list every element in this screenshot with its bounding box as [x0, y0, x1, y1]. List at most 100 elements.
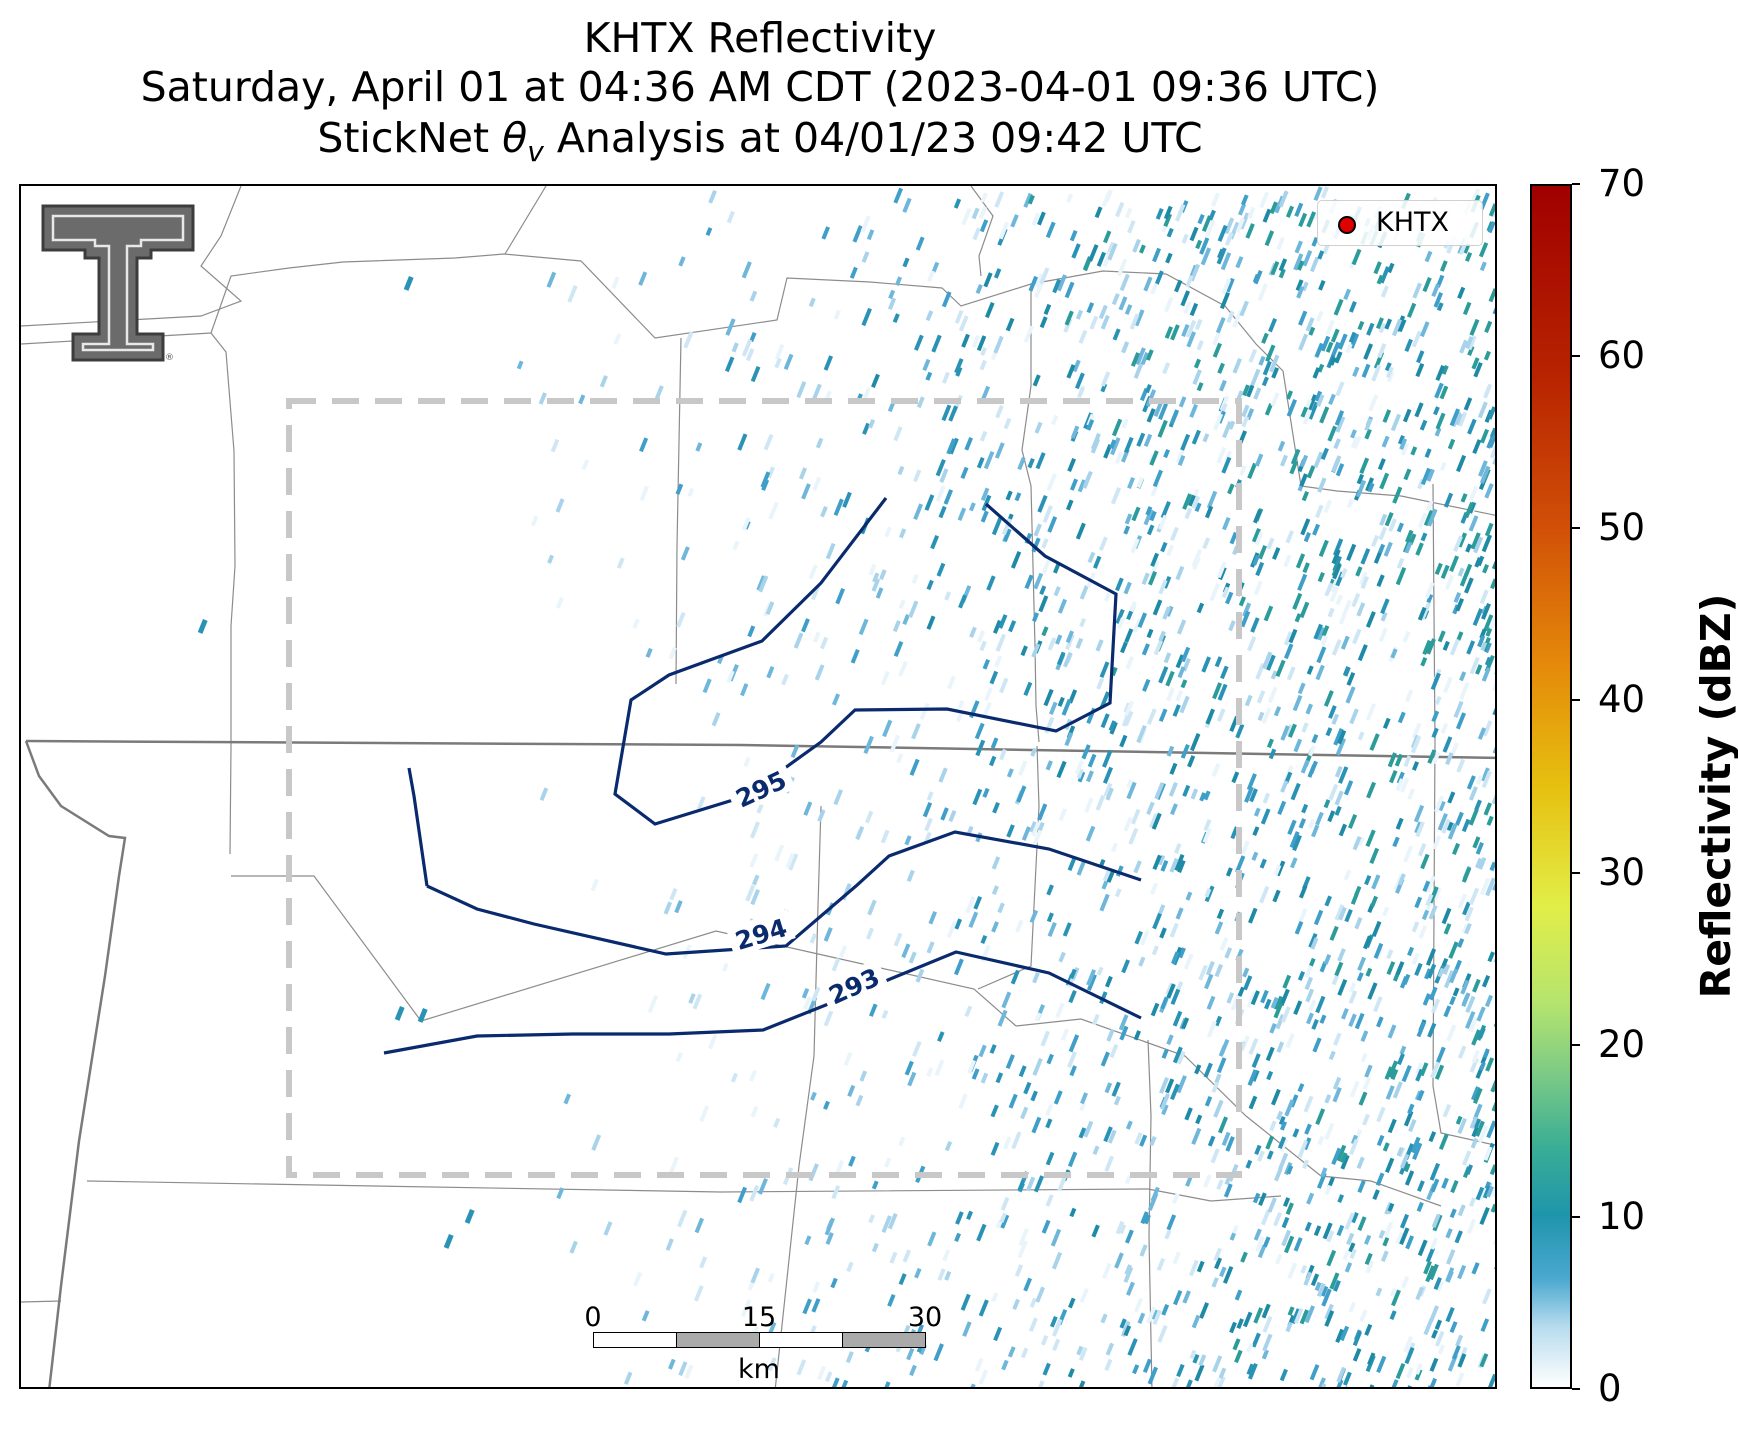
reflectivity-echo — [1383, 1221, 1394, 1237]
reflectivity-echo — [1468, 1016, 1479, 1033]
reflectivity-echo — [1020, 1347, 1029, 1359]
reflectivity-echo — [1344, 1212, 1355, 1231]
reflectivity-echo — [1478, 1061, 1486, 1072]
reflectivity-echo — [1105, 1342, 1115, 1356]
reflectivity-echo — [1445, 1267, 1455, 1282]
reflectivity-echo — [1257, 1150, 1265, 1162]
colorbar-tick-label: 70 — [1598, 162, 1646, 205]
reflectivity-echo — [555, 498, 565, 513]
reflectivity-echo — [781, 673, 789, 686]
reflectivity-echo — [896, 753, 904, 764]
reflectivity-echo — [1099, 691, 1110, 709]
reflectivity-echo — [833, 789, 844, 806]
reflectivity-echo — [1315, 995, 1326, 1014]
reflectivity-echo — [1166, 745, 1175, 757]
reflectivity-echo — [1454, 1230, 1463, 1244]
reflectivity-echo — [1363, 343, 1374, 360]
reflectivity-echo — [1426, 468, 1435, 482]
reflectivity-echo — [1206, 1388, 1215, 1389]
reflectivity-echo — [613, 333, 622, 345]
reflectivity-echo — [774, 844, 785, 862]
reflectivity-echo — [1040, 1030, 1051, 1047]
reflectivity-echo — [926, 791, 934, 801]
reflectivity-echo — [1348, 814, 1358, 829]
reflectivity-echo — [1251, 1332, 1261, 1348]
reflectivity-echo — [1489, 615, 1495, 630]
reflectivity-echo — [1365, 611, 1376, 628]
reflectivity-echo — [1119, 1025, 1129, 1041]
reflectivity-echo — [1224, 232, 1234, 246]
reflectivity-echo — [924, 817, 933, 832]
reflectivity-echo — [1254, 453, 1264, 467]
reflectivity-echo — [750, 1267, 761, 1284]
reflectivity-echo — [1442, 964, 1451, 975]
reflectivity-echo — [1152, 247, 1162, 263]
reflectivity-echo — [668, 646, 677, 660]
reflectivity-echo — [1373, 261, 1382, 275]
reflectivity-echo — [1487, 406, 1495, 420]
reflectivity-echo — [897, 465, 905, 476]
reflectivity-echo — [989, 1044, 997, 1054]
reflectivity-echo — [550, 438, 560, 453]
reflectivity-echo — [1062, 922, 1072, 937]
reflectivity-echo — [1103, 782, 1113, 797]
reflectivity-echo — [1350, 893, 1359, 905]
reflectivity-echo — [1045, 1118, 1053, 1129]
reflectivity-echo — [1408, 533, 1417, 546]
reflectivity-echo — [740, 683, 749, 697]
reflectivity-echo — [1037, 211, 1046, 226]
reflectivity-echo — [1480, 641, 1488, 651]
reflectivity-echo — [1441, 818, 1451, 834]
reflectivity-echo — [394, 1006, 405, 1021]
reflectivity-echo — [1384, 318, 1393, 330]
reflectivity-echo — [1102, 766, 1114, 784]
reflectivity-echo — [1020, 645, 1028, 657]
reflectivity-echo — [1038, 595, 1049, 613]
reflectivity-echo — [1306, 1012, 1314, 1025]
reflectivity-echo — [1140, 352, 1150, 365]
reflectivity-echo — [835, 1160, 845, 1175]
reflectivity-echo — [1222, 421, 1233, 439]
reflectivity-echo — [1352, 836, 1362, 851]
reflectivity-echo — [991, 517, 1003, 536]
reflectivity-echo — [1410, 446, 1418, 456]
reflectivity-echo — [980, 487, 990, 501]
reflectivity-echo — [1248, 1095, 1258, 1110]
reflectivity-echo — [1285, 1321, 1293, 1333]
reflectivity-echo — [1457, 1204, 1466, 1217]
reflectivity-echo — [926, 941, 935, 954]
radar-map[interactable]: 295 294 293 ® KHTX 0 15 30 km — [19, 184, 1497, 1389]
reflectivity-echo — [1172, 1251, 1181, 1265]
reflectivity-echo — [1492, 878, 1495, 892]
theta-symbol: θ — [502, 114, 528, 162]
reflectivity-echo — [1468, 887, 1480, 906]
reflectivity-echo — [1146, 524, 1155, 536]
reflectivity-echo — [1445, 1228, 1453, 1239]
reflectivity-echo — [989, 755, 997, 767]
reflectivity-echo — [1391, 318, 1403, 337]
reflectivity-echo — [1356, 1156, 1365, 1169]
reflectivity-echo — [1420, 657, 1428, 667]
reflectivity-echo — [1403, 468, 1412, 481]
reflectivity-echo — [1313, 909, 1324, 926]
reflectivity-echo — [1425, 1247, 1436, 1263]
reflectivity-echo — [1440, 564, 1450, 580]
reflectivity-echo — [1028, 1317, 1038, 1332]
reflectivity-echo — [1441, 1177, 1449, 1189]
reflectivity-echo — [1259, 885, 1270, 904]
reflectivity-echo — [948, 405, 958, 422]
reflectivity-echo — [957, 700, 965, 710]
reflectivity-echo — [1272, 889, 1281, 903]
reflectivity-echo — [1039, 585, 1047, 595]
reflectivity-echo — [1065, 630, 1075, 644]
reflectivity-echo — [1434, 427, 1442, 437]
reflectivity-echo — [1481, 602, 1491, 620]
reflectivity-echo — [849, 266, 858, 279]
scale-tick-15: 15 — [741, 1302, 777, 1333]
reflectivity-echo — [942, 1249, 951, 1262]
reflectivity-echo — [1079, 585, 1089, 600]
reflectivity-echo — [1056, 651, 1066, 666]
reflectivity-echo — [1378, 1229, 1386, 1239]
reflectivity-echo — [1066, 193, 1074, 203]
reflectivity-echo — [1321, 625, 1330, 637]
